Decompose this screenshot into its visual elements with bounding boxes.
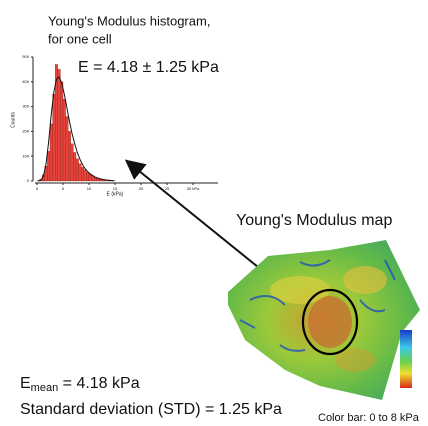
y-tick-label: 300 [22,104,29,109]
y-tick-label: 200 [22,128,29,133]
mean-symbol: E [20,375,31,392]
bar [50,124,53,181]
bar [86,172,89,181]
x-axis-label: E (kPa) [107,191,124,197]
std-label: Standard deviation (STD) = 1.25 kPa [20,401,282,418]
color-bar [400,330,412,388]
y-tick-label: 0 [27,178,30,183]
bar [68,131,71,181]
bar [79,164,82,181]
x-tick-label: 5 [62,186,65,191]
bar [63,99,66,181]
bar [60,82,63,181]
annotation: E = 4.18 ± 1.25 kPa [78,59,219,76]
bar [53,94,56,181]
y-tick-label: 100 [22,153,29,158]
x-tick-label: 0 [36,186,39,191]
x-tick-label: 30 kPa [187,186,200,191]
bar [81,167,84,181]
chart-title: for one cell [48,31,112,46]
x-tick-label: 10 [87,186,92,191]
x-tick-label: 25 [165,186,170,191]
mean-subscript: mean [31,382,59,394]
mean-text: = 4.18 kPa [58,375,139,392]
colorbar-label: Color bar: 0 to 8 kPa [318,412,420,424]
bar [66,117,69,181]
bar [76,159,79,181]
y-axis-label: Counts [10,112,16,128]
map-title: Young's Modulus map [236,212,392,229]
chart-title: Young's Modulus histogram, [48,13,210,28]
x-tick-label: 15 [113,186,118,191]
bar [84,170,87,181]
y-tick-label: 500 [22,54,29,59]
bar [71,144,74,181]
figure: Young's Modulus histogram, for one cell … [0,0,428,426]
y-tick-label: 400 [22,79,29,84]
mean-label: Emean = 4.18 kPa [20,375,140,394]
modulus-map [228,240,420,400]
bar [58,69,61,181]
x-tick-label: 20 [139,186,144,191]
bar [47,151,50,181]
bar [73,152,76,181]
